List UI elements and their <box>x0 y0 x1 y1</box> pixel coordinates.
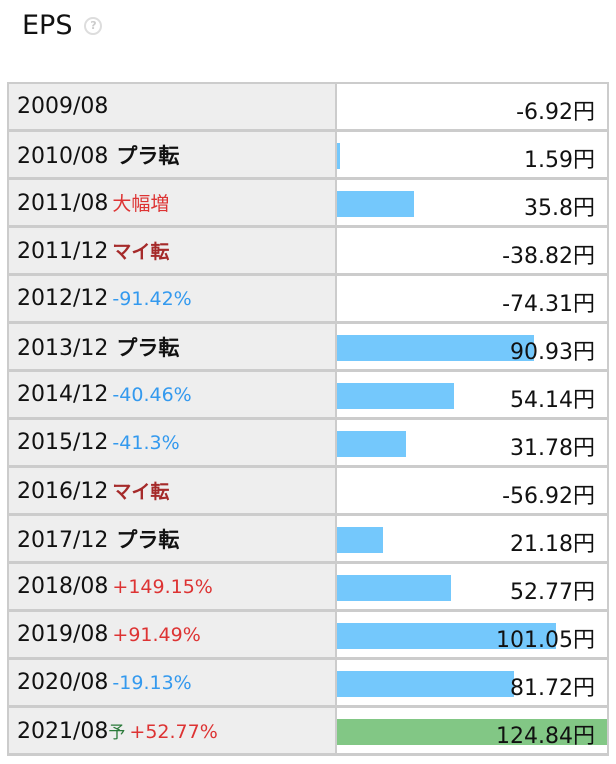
eps-bar <box>337 671 514 697</box>
table-row: 2018/08 +149.15% 52.77円 <box>8 562 608 612</box>
change-note: -19.13% <box>112 672 192 694</box>
period-cell: 2021/08予 +52.77% <box>8 706 337 756</box>
value-cell: 101.05円 <box>336 610 608 660</box>
period-cell: 2009/08 <box>8 83 337 132</box>
period: 2016/12 <box>17 479 109 504</box>
period-cell: 2016/12 マイ転 <box>8 466 337 516</box>
eps-value: -56.92円 <box>502 483 595 509</box>
table-row: 2017/12 プラ転 21.18円 <box>8 514 608 564</box>
eps-value: 21.18円 <box>510 531 595 557</box>
value-cell: 124.84円 <box>336 706 608 756</box>
period: 2015/12 <box>17 430 109 455</box>
section-title: EPS? <box>22 10 103 41</box>
value-cell: 21.18円 <box>336 514 608 564</box>
eps-bar <box>337 527 383 553</box>
period: 2017/12 <box>17 527 109 553</box>
eps-table: 2009/08 -6.92円 2010/08 プラ転 1.59円 2011/08 大幅増… <box>7 82 609 756</box>
value-cell: 31.78円 <box>336 418 608 468</box>
value-cell: 54.14円 <box>336 370 608 420</box>
title-text: EPS <box>22 10 73 41</box>
period-cell: 2013/12 プラ転 <box>8 322 337 372</box>
eps-value: -38.82円 <box>502 243 595 269</box>
eps-value: -6.92円 <box>516 99 595 125</box>
question-circle-icon[interactable]: ? <box>84 16 103 35</box>
table-row: 2019/08 +91.49% 101.05円 <box>8 610 608 660</box>
eps-bar <box>337 191 415 217</box>
period-cell: 2010/08 プラ転 <box>8 130 337 180</box>
table-row: 2015/12 -41.3% 31.78円 <box>8 418 608 468</box>
value-cell: 35.8円 <box>336 178 608 228</box>
eps-bar <box>337 383 455 409</box>
value-cell: -38.82円 <box>336 226 608 276</box>
value-cell: -6.92円 <box>336 83 608 132</box>
eps-bar <box>337 431 406 457</box>
period-cell: 2014/12 -40.46% <box>8 370 337 420</box>
eps-value: 54.14円 <box>510 387 595 413</box>
eps-value: 31.78円 <box>510 435 595 461</box>
change-note: プラ転 <box>116 143 180 168</box>
value-cell: -74.31円 <box>336 274 608 324</box>
eps-value: 124.84円 <box>496 723 595 749</box>
value-cell: 90.93円 <box>336 322 608 372</box>
change-note: +52.77% <box>129 720 218 743</box>
change-note: プラ転 <box>116 527 180 552</box>
period: 2020/08 <box>17 670 109 695</box>
change-note: +91.49% <box>112 624 201 646</box>
table-row: 2011/12 マイ転 -38.82円 <box>8 226 608 276</box>
table-row: 2011/08 大幅増 35.8円 <box>8 178 608 228</box>
value-cell: 1.59円 <box>336 130 608 180</box>
period-cell: 2011/08 大幅増 <box>8 178 337 228</box>
period: 2009/08 <box>17 94 109 119</box>
period-cell: 2020/08 -19.13% <box>8 658 337 708</box>
eps-value: 35.8円 <box>524 195 595 221</box>
table-row: 2014/12 -40.46% 54.14円 <box>8 370 608 420</box>
period: 2012/12 <box>17 286 109 311</box>
table-row: 2016/12 マイ転 -56.92円 <box>8 466 608 516</box>
eps-value: 52.77円 <box>510 579 595 605</box>
table-row: 2010/08 プラ転 1.59円 <box>8 130 608 180</box>
period: 2011/12 <box>17 239 109 264</box>
table-row: 2012/12 -91.42% -74.31円 <box>8 274 608 324</box>
eps-bar <box>337 143 341 169</box>
period: 2018/08 <box>17 574 109 599</box>
value-cell: 81.72円 <box>336 658 608 708</box>
period-cell: 2011/12 マイ転 <box>8 226 337 276</box>
period: 2013/12 <box>17 335 109 361</box>
period-cell: 2019/08 +91.49% <box>8 610 337 660</box>
table-row: 2013/12 プラ転 90.93円 <box>8 322 608 372</box>
period: 2010/08 <box>17 143 109 169</box>
change-note: -40.46% <box>112 384 192 406</box>
change-note: マイ転 <box>112 241 170 263</box>
table-row: 2009/08 -6.92円 <box>8 83 608 132</box>
change-note: +149.15% <box>112 576 213 598</box>
change-note: -91.42% <box>112 288 192 310</box>
eps-bar <box>337 335 534 361</box>
eps-value: 101.05円 <box>496 627 595 653</box>
eps-bar <box>337 719 607 745</box>
eps-value: -74.31円 <box>502 291 595 317</box>
period: 2014/12 <box>17 382 109 407</box>
period-cell: 2012/12 -91.42% <box>8 274 337 324</box>
period-cell: 2017/12 プラ転 <box>8 514 337 564</box>
eps-value: 90.93円 <box>510 339 595 365</box>
change-note: -41.3% <box>112 432 180 454</box>
period: 2019/08 <box>17 622 109 647</box>
eps-value: 1.59円 <box>524 147 595 173</box>
period: 2011/08 <box>17 191 109 216</box>
change-note: 大幅増 <box>112 193 170 215</box>
period-cell: 2015/12 -41.3% <box>8 418 337 468</box>
change-note: マイ転 <box>112 481 170 503</box>
eps-bar <box>337 575 452 601</box>
forecast-marker: 予 <box>108 722 126 743</box>
period-cell: 2018/08 +149.15% <box>8 562 337 612</box>
table-row: 2020/08 -19.13% 81.72円 <box>8 658 608 708</box>
table-row: 2021/08予 +52.77% 124.84円 <box>8 706 608 756</box>
value-cell: 52.77円 <box>336 562 608 612</box>
value-cell: -56.92円 <box>336 466 608 516</box>
eps-value: 81.72円 <box>510 675 595 701</box>
eps-bar <box>337 623 556 649</box>
period: 2021/08 <box>17 718 109 744</box>
change-note: プラ転 <box>116 335 180 360</box>
